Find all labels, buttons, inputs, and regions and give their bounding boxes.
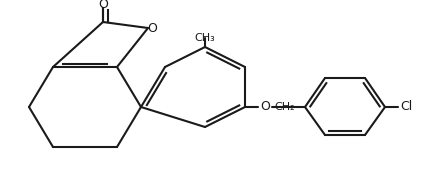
Text: Cl: Cl: [400, 100, 412, 114]
Text: CH₂: CH₂: [275, 102, 295, 112]
Text: O: O: [98, 0, 108, 11]
Text: O: O: [260, 100, 270, 114]
Text: CH₃: CH₃: [194, 33, 215, 43]
Text: O: O: [147, 21, 157, 34]
